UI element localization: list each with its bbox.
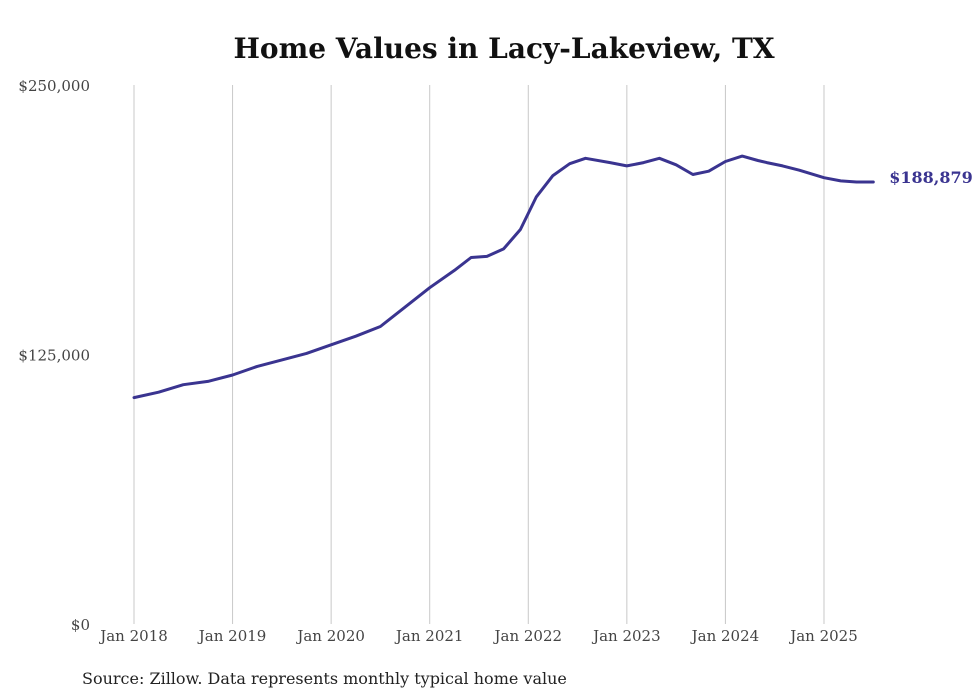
x-tick-label: Jan 2018 (98, 627, 168, 645)
y-axis-ticks: $0 $125,000 $250,000 (18, 77, 90, 634)
chart-title: Home Values in Lacy-Lakeview, TX (233, 32, 774, 65)
series-line (132, 154, 875, 400)
x-axis-ticks: Jan 2018 Jan 2019 Jan 2020 Jan 2021 Jan 2022… (98, 627, 858, 645)
x-tick-label: Jan 2021 (394, 627, 464, 645)
x-tick-label: Jan 2025 (788, 627, 858, 645)
y-tick-label: $125,000 (18, 347, 90, 365)
x-tick-label: Jan 2020 (295, 627, 365, 645)
grid-lines (133, 85, 825, 624)
y-tick-label: $250,000 (18, 77, 90, 95)
series-layer: $188,879 (132, 154, 973, 400)
x-tick-label: Jan 2022 (492, 627, 562, 645)
source-note: Source: Zillow. Data represents monthly … (82, 669, 567, 688)
x-tick-label: Jan 2023 (591, 627, 661, 645)
x-tick-label: Jan 2019 (197, 627, 267, 645)
end-value-label: $188,879 (889, 168, 973, 187)
x-tick-label: Jan 2024 (690, 627, 760, 645)
y-tick-label: $0 (71, 616, 90, 634)
